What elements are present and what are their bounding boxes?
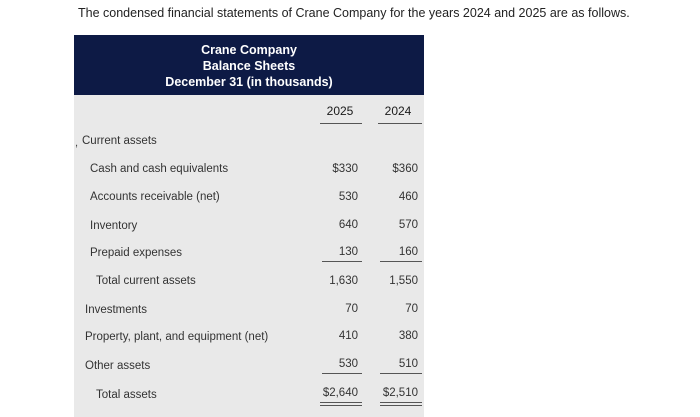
label-total-assets: Total assets: [96, 389, 157, 401]
cash-2025: $330: [332, 163, 358, 175]
total-current-assets-2025: 1,630: [329, 275, 358, 287]
grand-total-double-rule-2024: [380, 402, 422, 406]
company-name: Crane Company: [201, 43, 297, 57]
year-2025-underline: [320, 123, 362, 124]
inventory-2025: 640: [338, 219, 358, 231]
label-cash: Cash and cash equivalents: [90, 163, 229, 175]
total-assets-2024: $2,510: [382, 387, 418, 399]
total-assets-2025: $2,640: [322, 387, 358, 399]
year-2024-underline: [378, 123, 422, 124]
investments-2024: 70: [405, 303, 418, 315]
label-accounts-receivable: Accounts receivable (net): [90, 191, 220, 203]
label-ppe: Property, plant, and equipment (net): [85, 331, 269, 343]
label-inventory: Inventory: [90, 220, 138, 232]
cash-2024: $360: [392, 163, 418, 175]
total-rule-2025: [322, 373, 362, 374]
statement-date: December 31 (in thousands): [165, 75, 333, 89]
accounts-receivable-2025: 530: [338, 191, 358, 203]
ppe-2025: 410: [338, 330, 358, 342]
accounts-receivable-2024: 460: [398, 191, 418, 203]
prepaid-expenses-2025: 130: [338, 246, 358, 258]
label-prepaid-expenses: Prepaid expenses: [90, 247, 183, 259]
label-other-assets: Other assets: [85, 360, 151, 372]
total-current-assets-2024: 1,550: [389, 275, 418, 287]
ppe-2024: 380: [398, 330, 418, 342]
year-2024-header: 2024: [384, 104, 412, 118]
label-total-current-assets: Total current assets: [96, 275, 196, 287]
total-rule-2024: [380, 373, 422, 374]
inventory-2024: 570: [398, 219, 418, 231]
label-investments: Investments: [85, 304, 147, 316]
label-current-assets: Current assets: [82, 135, 157, 147]
subtotal-rule-2025: [322, 261, 362, 262]
statement-title: Balance Sheets: [202, 59, 296, 73]
investments-2025: 70: [345, 303, 358, 315]
other-assets-2024: 510: [398, 358, 418, 370]
year-2025-header: 2025: [326, 104, 354, 118]
other-assets-2025: 530: [338, 358, 358, 370]
prepaid-expenses-2024: 160: [398, 246, 418, 258]
cursor-mark: ,: [75, 137, 79, 149]
statement-header: Crane Company Balance Sheets December 31…: [74, 35, 424, 95]
statement-panel: [74, 35, 424, 417]
grand-total-double-rule-2025: [320, 402, 362, 406]
subtotal-rule-2024: [380, 261, 422, 262]
intro-text: The condensed financial statements of Cr…: [78, 6, 630, 20]
